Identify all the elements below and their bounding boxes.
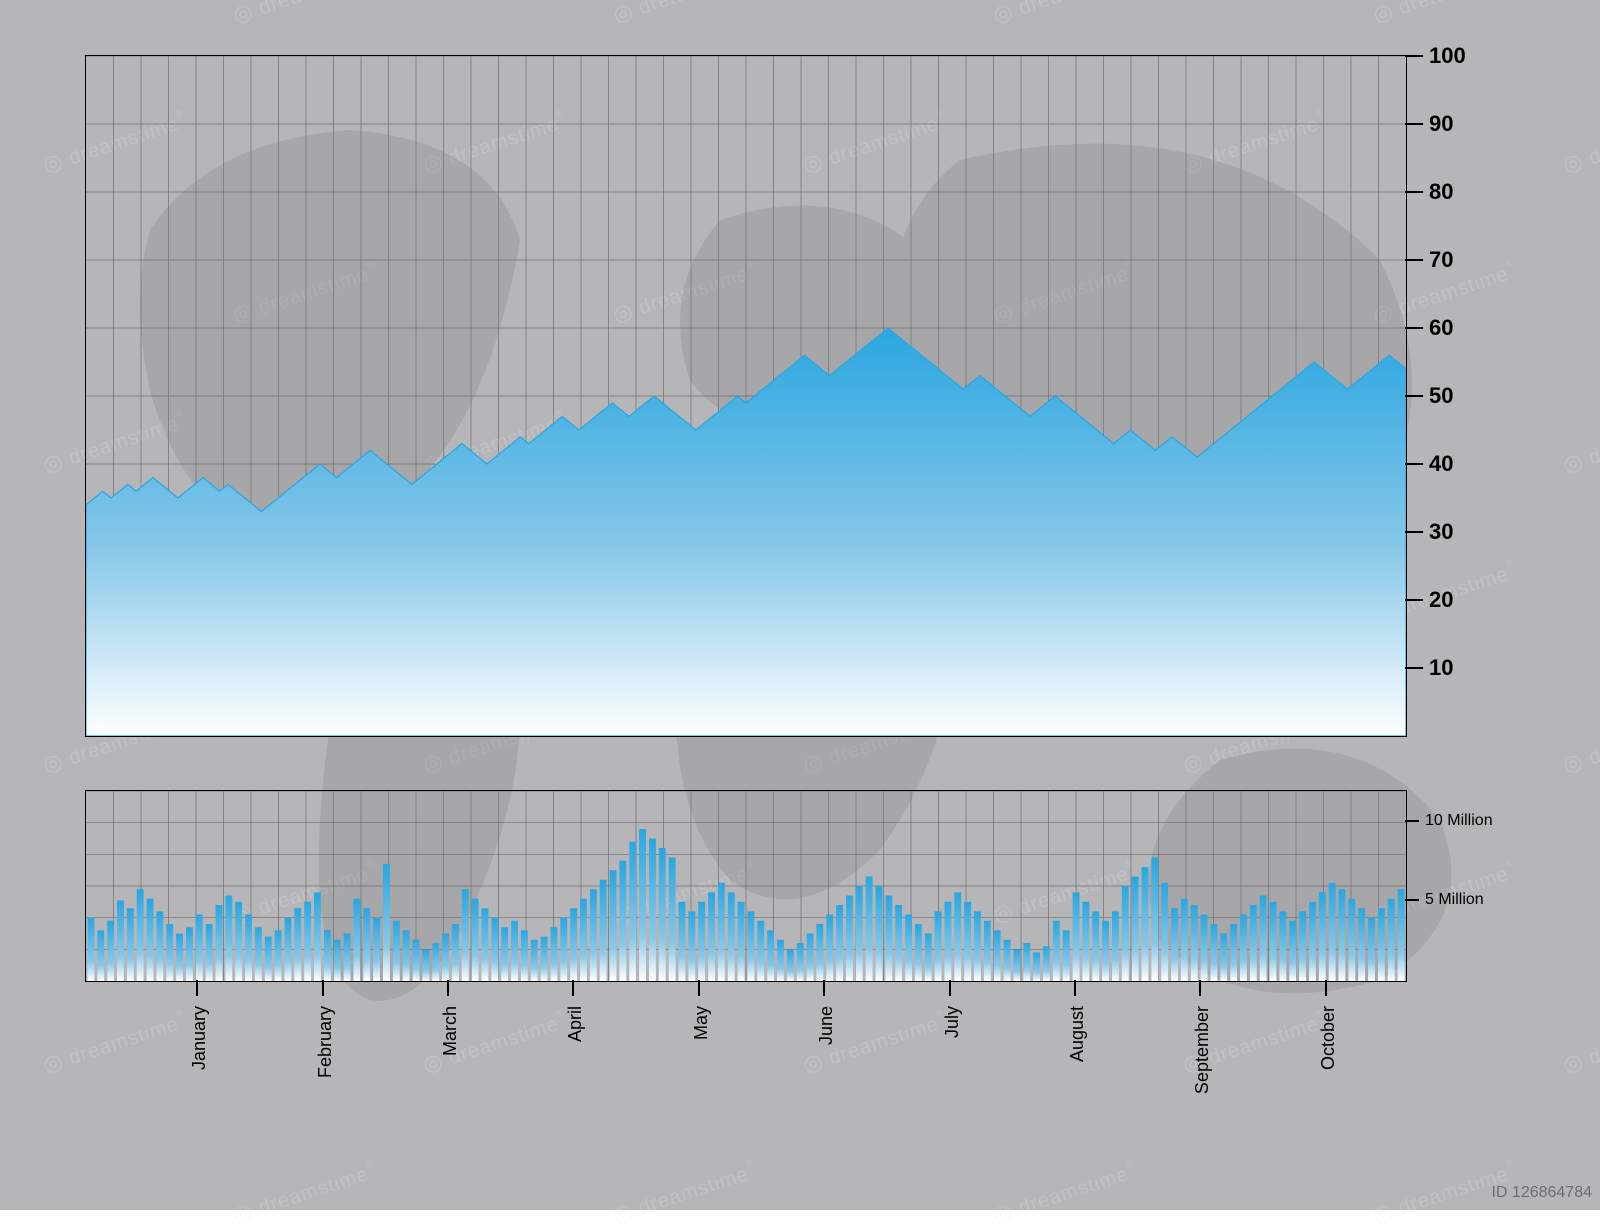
month-tick: [1325, 980, 1327, 996]
volume-ytick: 5 Million: [1405, 891, 1484, 909]
volume-ytick-label: 5 Million: [1419, 891, 1484, 909]
price-ytick-label: 60: [1423, 315, 1453, 341]
month-label: June: [816, 1006, 837, 1045]
month-tick: [196, 980, 198, 996]
month-tick: [1074, 980, 1076, 996]
price-ytick: 90: [1405, 111, 1453, 137]
price-ytick: 80: [1405, 179, 1453, 205]
month-tick: [949, 980, 951, 996]
month-label: October: [1318, 1006, 1339, 1070]
price-ytick: 40: [1405, 451, 1453, 477]
price-ytick-label: 40: [1423, 451, 1453, 477]
volume-ytick: 10 Million: [1405, 812, 1493, 830]
month-tick: [447, 980, 449, 996]
price-ytick-label: 90: [1423, 111, 1453, 137]
volume-chart-svg: [86, 791, 1406, 981]
price-ytick: 30: [1405, 519, 1453, 545]
month-tick: [823, 980, 825, 996]
month-tick: [1199, 980, 1201, 996]
month-tick: [572, 980, 574, 996]
price-ytick-label: 30: [1423, 519, 1453, 545]
price-ytick: 20: [1405, 587, 1453, 613]
month-label: March: [440, 1006, 461, 1056]
price-ytick-label: 50: [1423, 383, 1453, 409]
month-tick: [322, 980, 324, 996]
price-ytick: 50: [1405, 383, 1453, 409]
month-label: February: [315, 1006, 336, 1078]
price-ytick: 10: [1405, 655, 1453, 681]
price-ytick: 70: [1405, 247, 1453, 273]
price-ytick-label: 70: [1423, 247, 1453, 273]
price-ytick: 60: [1405, 315, 1453, 341]
month-label: August: [1067, 1006, 1088, 1062]
month-label: January: [189, 1006, 210, 1070]
price-ytick: 100: [1405, 43, 1466, 69]
month-label: May: [691, 1006, 712, 1040]
volume-chart: [85, 790, 1407, 982]
month-tick: [698, 980, 700, 996]
price-ytick-label: 10: [1423, 655, 1453, 681]
price-ytick-label: 80: [1423, 179, 1453, 205]
volume-ytick-label: 10 Million: [1419, 812, 1493, 830]
month-label: July: [942, 1006, 963, 1038]
price-ytick-label: 100: [1423, 43, 1466, 69]
price-chart: [85, 55, 1407, 737]
month-label: April: [565, 1006, 586, 1042]
price-chart-svg: [86, 56, 1406, 736]
month-label: September: [1192, 1006, 1213, 1094]
price-ytick-label: 20: [1423, 587, 1453, 613]
image-id: ID 126864784: [1491, 1184, 1592, 1202]
